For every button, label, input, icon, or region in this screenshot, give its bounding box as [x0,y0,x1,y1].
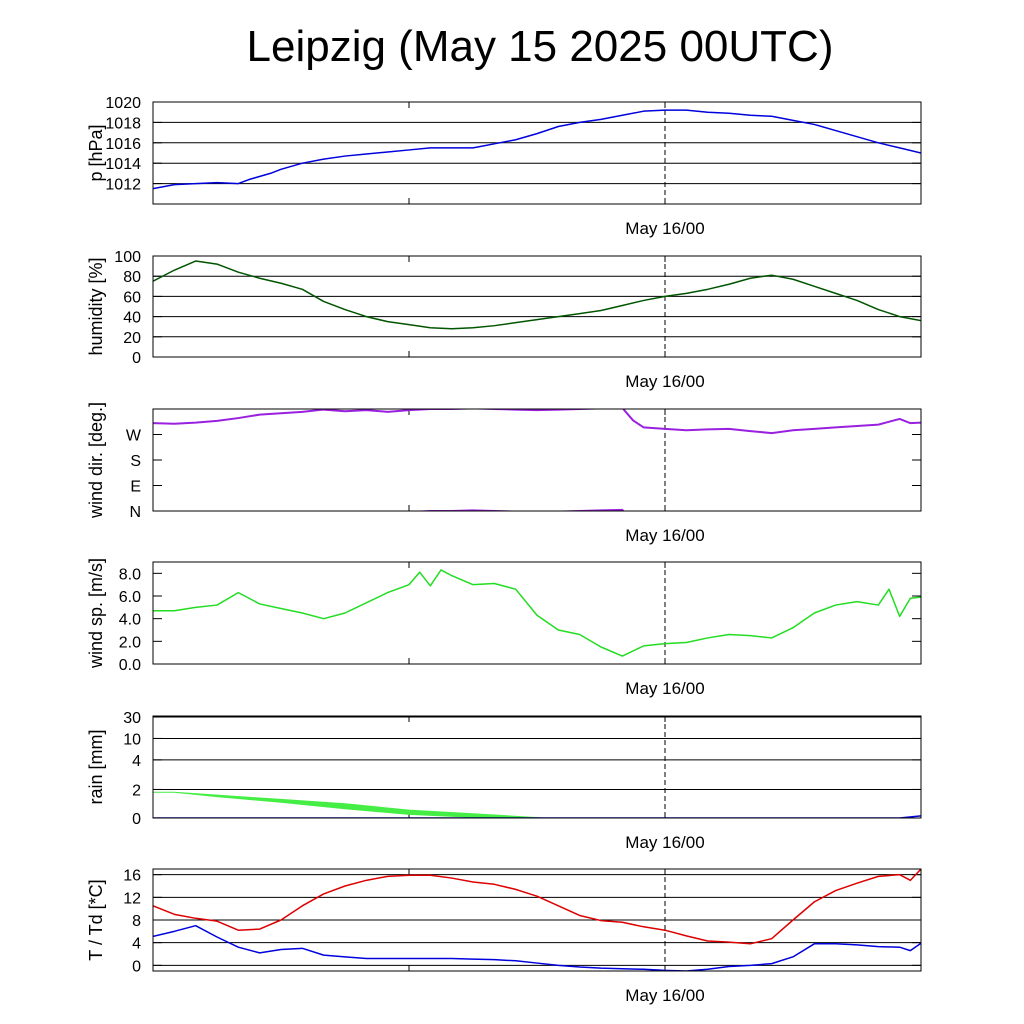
y-tick-label: 4 [132,753,141,770]
x-date-label: May 16/00 [625,986,704,1005]
y-axis-title: wind dir. [deg.] [86,402,106,519]
y-tick-label: 30 [123,710,141,727]
y-tick-label: 0 [132,811,141,828]
y-tick-label: W [126,428,142,445]
series-line [153,869,921,945]
panel-rain: 0 2 4 10 30 rain [mm] May 16/00 [86,710,922,852]
panel-frame [152,561,922,665]
series-line [153,924,921,971]
panel-humidity: 0 20 40 60 80 100 humidity [%] May 16/00 [86,249,922,391]
y-tick-label: 0 [132,958,141,975]
panel-wind_speed: 0.0 2.0 4.0 6.0 8.0 wind sp. [m/s] May 16/00 [86,558,922,698]
y-tick-label: 16 [123,868,141,885]
y-tick-label: 1020 [105,95,141,112]
x-date-label: May 16/00 [625,219,704,238]
panel-temperature: 0 4 8 12 16 T / Td [*C] May 16/00 [86,868,922,1005]
y-axis-title: humidity [%] [86,257,106,355]
y-tick-label: 4.0 [119,612,141,629]
y-tick-label: 0 [132,350,141,367]
y-tick-label: 60 [123,289,141,306]
series-line [153,815,921,818]
y-tick-label: E [130,479,141,496]
y-tick-label: 80 [123,269,141,286]
y-tick-label: 100 [114,249,141,266]
x-date-label: May 16/00 [625,372,704,391]
y-tick-label: 8 [132,913,141,930]
y-axis-title: wind sp. [m/s] [86,558,106,669]
y-tick-label: 10 [123,731,141,748]
panel-frame [152,408,922,512]
y-axis-title: p [hPa] [86,124,106,181]
y-tick-label: 6.0 [119,589,141,606]
x-date-label: May 16/00 [625,679,704,698]
y-tick-label: 1012 [105,177,141,194]
y-tick-label: 40 [123,310,141,327]
series-area [153,791,544,818]
y-tick-label: 20 [123,330,141,347]
panel-pressure: 1012 1014 1016 1018 1020 p [hPa] May 16/00 [86,95,922,238]
y-tick-label: 4 [132,936,141,953]
y-tick-label: S [130,453,141,470]
panel-frame [152,868,922,972]
y-tick-label: 2 [132,782,141,799]
x-date-label: May 16/00 [625,833,704,852]
y-tick-label: 12 [123,890,141,907]
y-axis-title: T / Td [*C] [86,879,106,960]
series-line [153,569,921,657]
y-tick-label: 1018 [105,115,141,132]
series-line [153,409,921,435]
y-axis-title: rain [mm] [86,729,106,804]
panel-frame [152,715,922,819]
y-tick-label: 2.0 [119,634,141,651]
panel-frame [152,101,922,205]
series-line [153,260,921,330]
y-tick-label: 0.0 [119,657,141,674]
x-date-label: May 16/00 [625,526,704,545]
panel-frame [152,255,922,358]
series-line [153,109,921,190]
chart-title: Leipzig (May 15 2025 00UTC) [246,22,834,71]
y-tick-label: N [129,504,141,521]
series-line-wrapped [319,508,625,511]
y-tick-label: 8.0 [119,566,141,583]
y-tick-label: 1016 [105,136,141,153]
y-tick-label: 1014 [105,156,141,173]
